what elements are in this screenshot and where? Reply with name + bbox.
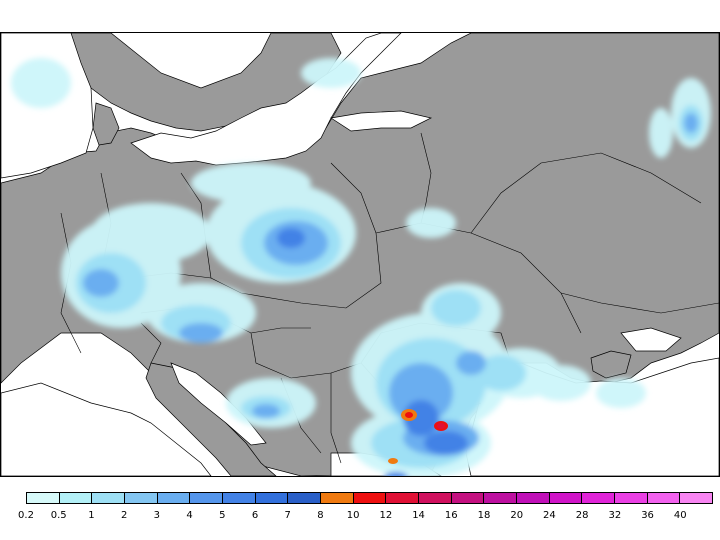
colorbar-tick-label: 40	[673, 510, 687, 521]
colorbar-tick-label: 2	[120, 510, 128, 521]
colorbar-tick-label: 20	[510, 510, 524, 521]
border-serbia	[330, 373, 342, 464]
colorbar-swatch	[582, 493, 616, 503]
colorbar-swatch	[27, 493, 60, 503]
map-canvas	[1, 33, 719, 476]
gulf-of-finland	[330, 110, 433, 132]
colorbar-tick-label: 5	[219, 510, 226, 521]
crimea-land	[590, 350, 632, 379]
precip-layer	[11, 58, 711, 476]
colorbar-swatch	[59, 493, 93, 503]
colorbar-tick-label: 18	[477, 510, 491, 521]
colorbar-tick-label: 0.5	[50, 510, 67, 521]
colorbar-tick-label: 16	[444, 510, 458, 521]
colorbar-tick-label: 0.2	[18, 510, 34, 521]
colorbar-tick-label: 28	[575, 510, 589, 521]
colorbar-swatch	[288, 493, 322, 503]
colorbar-swatch	[223, 493, 256, 503]
colorbar-swatch	[647, 493, 681, 503]
colorbar-tick-label: 10	[346, 510, 360, 521]
baltic-sea	[130, 33, 402, 166]
border-russia	[470, 152, 702, 234]
precipitation-map	[0, 32, 720, 477]
colorbar-labels: 0.2 0.5 1 2 3 4 5 6 7 8 10 12 14 16 18 20 24 28 32 36 40	[18, 510, 713, 524]
heavy-precip-cores	[388, 409, 448, 464]
colorbar-swatch	[484, 493, 518, 503]
adriatic-sea	[170, 362, 267, 446]
colorbar-tick-label: 8	[317, 510, 324, 521]
colorbar-swatch	[549, 493, 583, 503]
colorbar-tick-label: 3	[153, 510, 161, 521]
border-switzerland	[140, 322, 162, 364]
colorbar-swatch	[615, 493, 648, 503]
colorbar-swatch	[125, 493, 158, 503]
colorbar-tick-label: 7	[284, 510, 291, 521]
border-ukraine-russia	[560, 292, 719, 314]
precipitation-colorbar	[26, 492, 713, 504]
sea-of-azov	[620, 327, 682, 352]
colorbar-tick-label: 6	[251, 510, 259, 521]
colorbar-swatch	[386, 493, 420, 503]
colorbar-tick-label: 32	[608, 510, 622, 521]
colorbar-swatch	[190, 493, 224, 503]
colorbar-swatch	[419, 493, 452, 503]
colorbar-tick-label: 24	[543, 510, 556, 521]
colorbar-tick-label: 1	[88, 510, 95, 521]
colorbar-swatch	[255, 493, 289, 503]
colorbar-swatch	[321, 493, 354, 503]
colorbar-swatch	[353, 493, 387, 503]
colorbar-swatch	[92, 493, 126, 503]
colorbar-swatch	[157, 493, 191, 503]
colorbar-tick-label: 12	[379, 510, 393, 521]
colorbar-swatch	[451, 493, 485, 503]
colorbar-swatch	[517, 493, 550, 503]
colorbar-tick-label: 14	[412, 510, 425, 521]
colorbar-swatch	[680, 493, 713, 503]
mediterranean-sea	[1, 382, 212, 476]
colorbar-tick-label: 4	[186, 510, 193, 521]
colorbar-tick-label: 36	[641, 510, 654, 521]
